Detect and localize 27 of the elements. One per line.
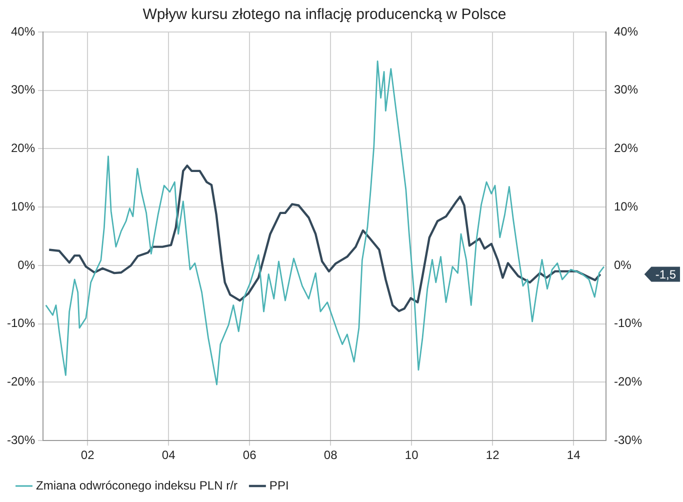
x-tick-label: 06 xyxy=(242,448,257,462)
x-tick-label: 08 xyxy=(324,448,338,462)
x-tick-label: 12 xyxy=(486,448,500,462)
y-tick-label: -30% xyxy=(7,432,36,447)
y2-tick-label: -20% xyxy=(614,374,642,389)
x-tick-label: 02 xyxy=(80,448,95,462)
text: -1,5 xyxy=(655,268,676,282)
legend-label: Zmiana odwróconego indeksu PLN r/r xyxy=(36,478,238,492)
y-tick-label: -10% xyxy=(7,316,36,330)
legend-label: PPI xyxy=(269,478,289,492)
y-tick-label: 0% xyxy=(18,258,36,272)
y2-tick-label: 10% xyxy=(614,199,638,214)
y-tick-label: 20% xyxy=(10,141,36,156)
y2-tick-label: -10% xyxy=(614,316,642,330)
y-tick-label: 10% xyxy=(10,199,36,214)
y2-tick-label: 20% xyxy=(614,141,638,156)
y-tick-label: -20% xyxy=(7,374,36,389)
y2-tick-label: 0% xyxy=(614,258,632,272)
chart-title: Wpływ kursu złotego na inflację producencką w Polsce xyxy=(142,6,506,24)
x-tick-label: 10 xyxy=(404,448,419,462)
y2-tick-label: 40% xyxy=(614,24,638,38)
y2-tick-label: -30% xyxy=(614,432,642,447)
y-tick-label: 40% xyxy=(10,24,36,38)
y2-tick-label: 30% xyxy=(614,82,638,97)
x-tick-label: 04 xyxy=(162,448,176,462)
x-tick-label: 14 xyxy=(566,448,581,462)
y-tick-label: 30% xyxy=(10,82,36,97)
